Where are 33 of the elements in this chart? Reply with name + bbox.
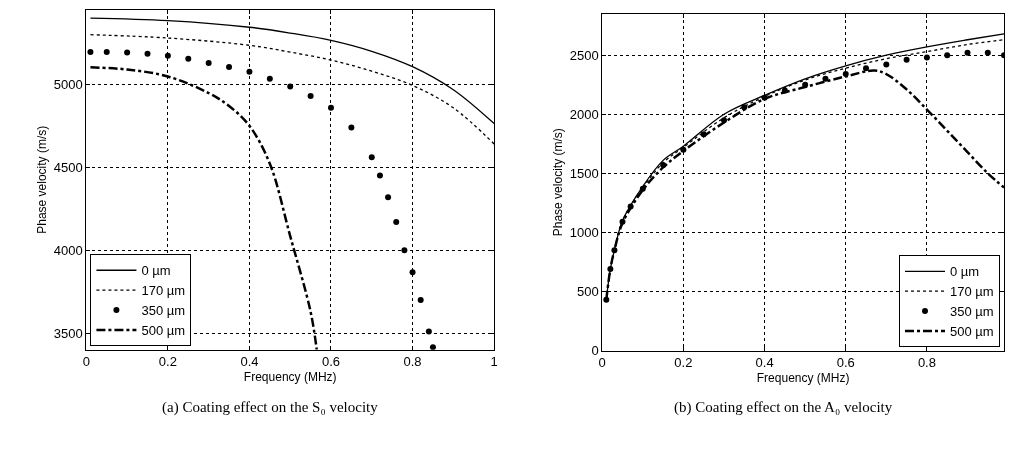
x-tick-label: 0.8: [403, 354, 422, 370]
x-axis-title: Frequency (MHz): [756, 371, 850, 386]
y-axis-title: Phase velocity (m/s): [35, 125, 50, 234]
x-tick-label: 0.8: [917, 355, 936, 371]
x-axis-title: Frequency (MHz): [243, 370, 337, 385]
legend-label: 350 µm: [141, 303, 186, 319]
legend-label: 170 µm: [141, 283, 186, 299]
y-tick-label: 4500: [53, 159, 83, 175]
x-tick-label: 0.2: [158, 354, 177, 370]
y-tick-label: 500: [576, 284, 599, 300]
y-tick-label: 2000: [569, 106, 599, 122]
legend-label: 0 µm: [950, 264, 980, 280]
y-tick-label: 1500: [569, 165, 599, 181]
y-tick-label: 1000: [569, 225, 599, 241]
legend-label: 170 µm: [950, 284, 994, 300]
legend-label: 500 µm: [141, 323, 186, 339]
y-tick-label: 0: [591, 343, 599, 359]
legend-label: 500 µm: [950, 324, 994, 340]
legend-label: 0 µm: [141, 263, 171, 279]
legend-label: 350 µm: [950, 304, 994, 320]
y-tick-label: 3500: [53, 325, 83, 341]
y-tick-label: 2500: [569, 47, 599, 63]
y-axis-title: Phase velocity (m/s): [551, 128, 566, 237]
x-tick-label: 0.4: [755, 355, 774, 371]
x-tick-label: 0.6: [321, 354, 341, 370]
x-tick-label: 0.2: [674, 355, 693, 371]
x-tick-label: 1: [490, 354, 498, 370]
text: (b) Coating effect on the A₀ velocity: [674, 399, 893, 416]
text: (a) Coating effect on the S₀ velocity: [162, 399, 379, 416]
y-tick-label: 4000: [53, 242, 83, 258]
x-tick-label: 0.6: [836, 355, 855, 371]
x-tick-label: 0.4: [240, 354, 259, 370]
y-tick-label: 5000: [53, 76, 83, 92]
